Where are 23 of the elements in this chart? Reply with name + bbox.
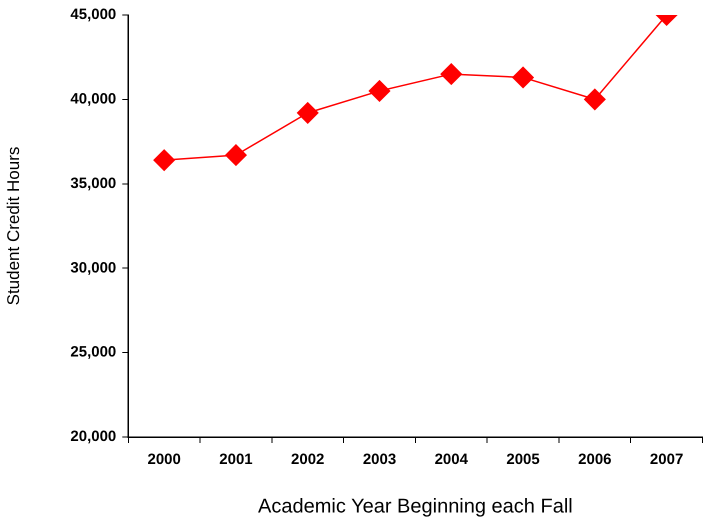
x-tick-label: 2002 — [291, 451, 324, 468]
x-tick-label: 2006 — [578, 451, 612, 468]
y-tick-label: 30,000 — [70, 259, 116, 276]
point — [440, 63, 462, 85]
y-tick-label: 45,000 — [70, 6, 116, 24]
point — [153, 149, 175, 171]
x-tick-label: 2001 — [219, 451, 253, 468]
x-tick-label: 2004 — [434, 451, 469, 468]
y-tick-label: 20,000 — [70, 428, 116, 446]
x-tick-label: 2007 — [650, 451, 684, 468]
point — [296, 102, 318, 124]
x-tick-label: 2000 — [147, 451, 181, 468]
point — [512, 66, 534, 88]
point — [368, 80, 390, 102]
x-tick-label: 2005 — [506, 451, 540, 468]
x-axis-title: Academic Year Beginning each Fall — [258, 496, 573, 518]
y-tick-label: 35,000 — [70, 174, 116, 192]
y-tick-label: 40,000 — [70, 90, 116, 108]
x-tick-label: 2003 — [362, 451, 396, 468]
y-axis-title: Student Credit Hours — [4, 146, 23, 306]
point — [584, 88, 606, 110]
y-tick-label: 25,000 — [70, 344, 116, 361]
point — [225, 144, 247, 166]
